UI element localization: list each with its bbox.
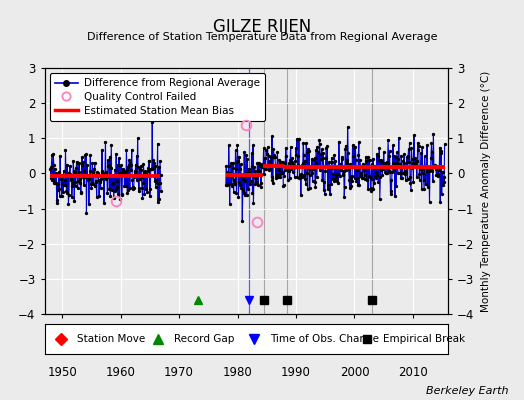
- Text: 2000: 2000: [340, 366, 369, 379]
- Text: Record Gap: Record Gap: [173, 334, 234, 344]
- Y-axis label: Monthly Temperature Anomaly Difference (°C): Monthly Temperature Anomaly Difference (…: [482, 70, 492, 312]
- Text: 2010: 2010: [398, 366, 428, 379]
- Text: 1970: 1970: [164, 366, 194, 379]
- Text: Difference of Station Temperature Data from Regional Average: Difference of Station Temperature Data f…: [87, 32, 437, 42]
- Text: GILZE RIJEN: GILZE RIJEN: [213, 18, 311, 36]
- Text: 1950: 1950: [47, 366, 77, 379]
- Legend: Difference from Regional Average, Quality Control Failed, Estimated Station Mean: Difference from Regional Average, Qualit…: [50, 73, 265, 121]
- Text: Station Move: Station Move: [77, 334, 145, 344]
- Text: 1980: 1980: [223, 366, 253, 379]
- Text: Time of Obs. Change: Time of Obs. Change: [270, 334, 379, 344]
- Text: Berkeley Earth: Berkeley Earth: [426, 386, 508, 396]
- Text: 1960: 1960: [106, 366, 136, 379]
- Text: 1990: 1990: [281, 366, 311, 379]
- Text: Empirical Break: Empirical Break: [384, 334, 466, 344]
